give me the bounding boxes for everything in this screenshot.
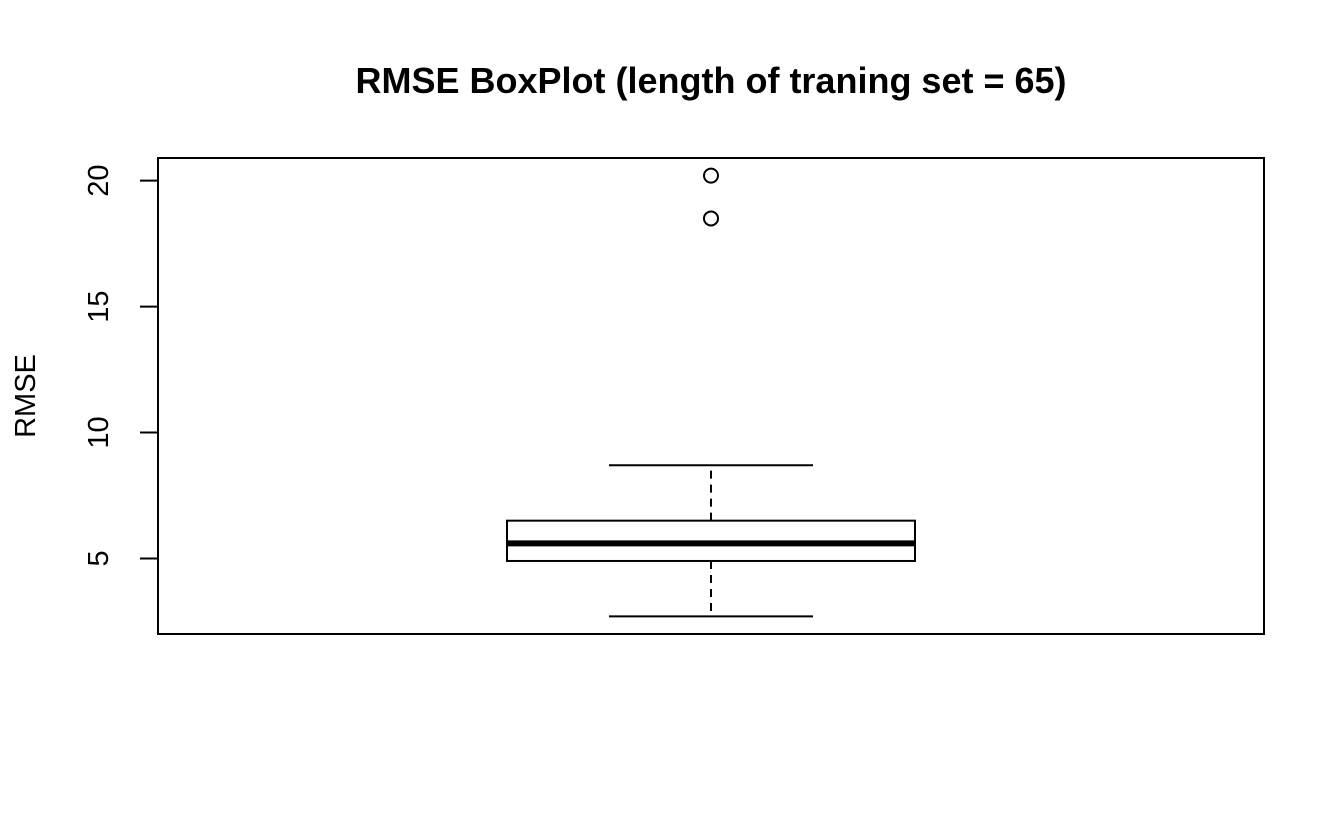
y-axis-label: RMSE [10,354,42,438]
y-tick-label-20: 20 [83,165,115,197]
y-tick-label-10: 10 [83,416,115,448]
chart-title: RMSE BoxPlot (length of traning set = 65… [355,60,1066,101]
y-tick-label-15: 15 [83,290,115,322]
outlier-point-2 [703,167,719,184]
outlier-point-1 [703,210,719,227]
boxes-layer [506,167,916,618]
y-tick-label-5: 5 [83,550,115,566]
y-axis: 5 10 15 20 [83,165,159,567]
